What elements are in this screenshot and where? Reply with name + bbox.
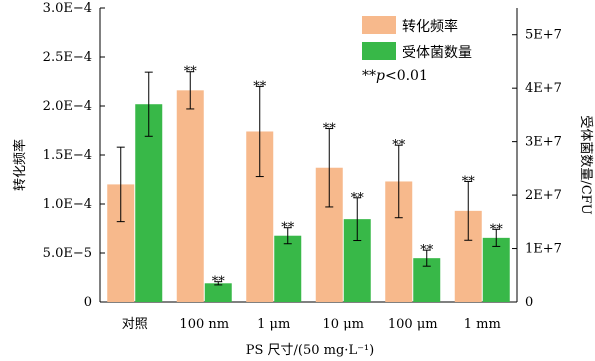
y-right-tick-label: 1E+7 — [525, 242, 562, 257]
bar-recipient-count — [135, 104, 163, 302]
bar-recipient-count — [274, 235, 302, 302]
legend-swatch-recipient-count — [362, 42, 396, 60]
y-left-tick-label: 2.0E−4 — [43, 99, 92, 114]
x-tick-label: 100 μm — [388, 317, 438, 332]
significance-marker: ** — [490, 222, 504, 237]
y-right-tick-label: 3E+7 — [525, 135, 562, 150]
x-tick-label: 10 μm — [323, 317, 364, 332]
x-axis-title: PS 尺寸/(50 mg·L⁻¹) — [246, 343, 374, 358]
significance-marker: ** — [351, 191, 365, 206]
plot-area: 0 5.0E−5 1.0E−4 1.5E−4 2.0E−4 2.5E−4 3.0E−4 0 1E… — [43, 1, 562, 332]
y-right-tick-label: 0 — [525, 295, 533, 310]
bar-transform-frequency — [176, 90, 204, 302]
x-tick-label: 1 mm — [464, 317, 501, 332]
x-tick-label: 1 μm — [257, 317, 290, 332]
x-tick-label: 100 nm — [179, 317, 229, 332]
y-right-tick-label: 4E+7 — [525, 81, 562, 96]
y-left-tick-label: 3.0E−4 — [43, 1, 92, 16]
y-left-tick-label: 1.5E−4 — [43, 148, 92, 163]
legend-label-transform-frequency: 转化频率 — [402, 18, 458, 35]
significance-marker: ** — [462, 174, 476, 189]
significance-marker: ** — [420, 243, 434, 258]
y-left-axis-title: 转化频率 — [12, 139, 28, 191]
y-right-tick-label: 5E+7 — [525, 28, 562, 43]
significance-marker: ** — [281, 221, 295, 236]
significance-marker: ** — [392, 138, 406, 153]
y-right-tick-label: 2E+7 — [525, 188, 562, 203]
significance-marker: ** — [184, 65, 198, 80]
significance-marker: ** — [212, 275, 226, 290]
significance-marker: ** — [323, 122, 337, 137]
legend: 转化频率 受体菌数量 **p<0.01 — [362, 16, 472, 84]
y-left-tick-label: 2.5E−4 — [43, 50, 92, 65]
significance-marker: ** — [253, 79, 267, 94]
legend-swatch-transform-frequency — [362, 16, 396, 34]
y-right-axis-title: 受体菌数量/CFU — [578, 115, 593, 214]
y-left-tick-label: 1.0E−4 — [43, 197, 92, 212]
legend-label-recipient-count: 受体菌数量 — [402, 45, 472, 61]
y-left-tick-label: 0 — [84, 295, 92, 310]
bar-recipient-count — [204, 283, 232, 302]
y-left-tick-label: 5.0E−5 — [43, 246, 92, 261]
legend-annotation: **p<0.01 — [362, 68, 428, 84]
bar-recipient-count — [482, 237, 510, 302]
x-tick-label: 对照 — [122, 317, 148, 332]
